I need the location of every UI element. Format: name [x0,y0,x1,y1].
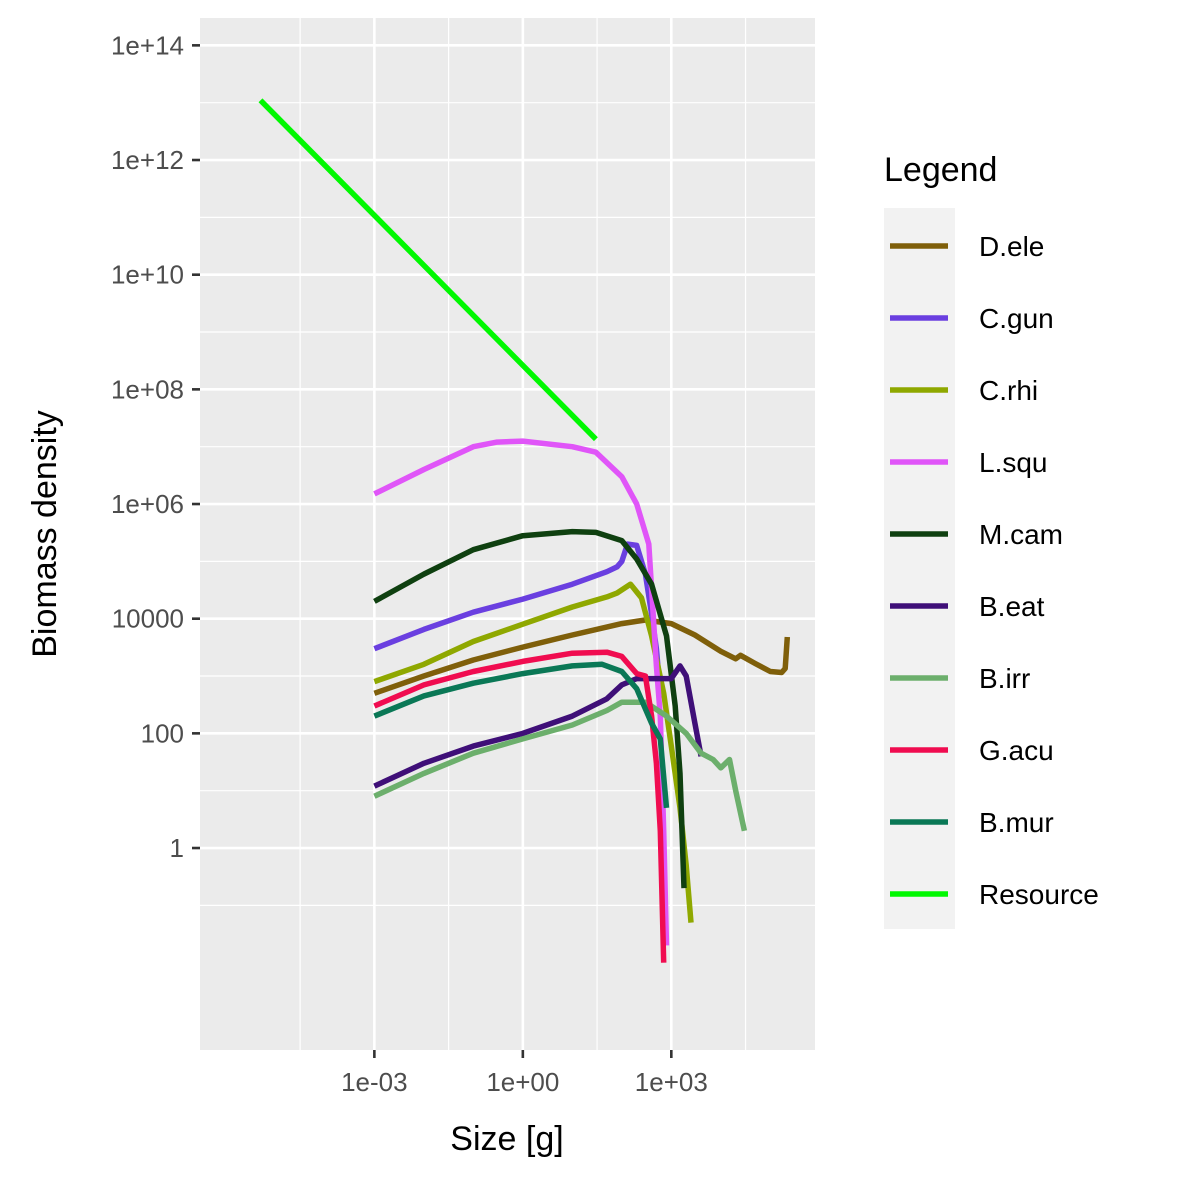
x-axis-tick-labels: 1e-03 1e+00 1e+03 [341,1067,708,1097]
y-tick-label: 1e+14 [111,30,184,60]
series-line-l-squ [373,438,670,946]
legend-items: D.ele C.gun C.rhi L.squ M.cam B.eat B.irr G.acu… [890,231,1099,910]
legend: Legend D.ele C.gun C.rhi L.squ M.cam B.eat B.i… [884,151,1099,929]
plot-panel [200,18,815,1050]
y-tick-label: 100 [141,718,184,748]
legend-label: M.cam [979,519,1063,550]
series-line-m-cam [373,528,687,889]
x-tick-label: 1e+00 [486,1067,559,1097]
legend-title: Legend [884,151,997,189]
y-tick-label: 10000 [112,604,184,634]
y-axis-tick-labels: 1e+14 1e+12 1e+10 1e+08 1e+06 10000 100 1 [111,30,184,863]
legend-label: B.mur [979,807,1054,838]
legend-key-background [884,208,955,929]
y-tick-label: 1e+12 [111,145,184,175]
legend-label: G.acu [979,735,1054,766]
legend-label: D.ele [979,231,1044,262]
x-tick-label: 1e-03 [341,1067,408,1097]
series-line-c-rhi [373,581,694,923]
y-tick-label: 1 [170,833,184,863]
x-axis-title: Size [g] [450,1120,563,1158]
series-line-resource [258,98,598,442]
legend-label: Resource [979,879,1099,910]
legend-label: C.gun [979,303,1054,334]
series-lines [258,98,791,963]
minor-gridlines [200,18,815,1050]
y-tick-label: 1e+06 [111,489,184,519]
legend-label: B.irr [979,663,1030,694]
series-line-b-irr [373,699,748,832]
y-axis-title: Biomass density [26,410,64,658]
y-tick-label: 1e+10 [111,260,184,290]
series-line-b-mur [373,661,670,809]
series-line-g-acu [373,649,667,963]
y-tick-label: 1e+08 [111,374,184,404]
legend-label: B.eat [979,591,1045,622]
legend-label: L.squ [979,447,1048,478]
x-tick-label: 1e+03 [635,1067,708,1097]
legend-label: C.rhi [979,375,1038,406]
series-line-d-ele [373,617,791,696]
axis-ticks [192,44,673,1058]
